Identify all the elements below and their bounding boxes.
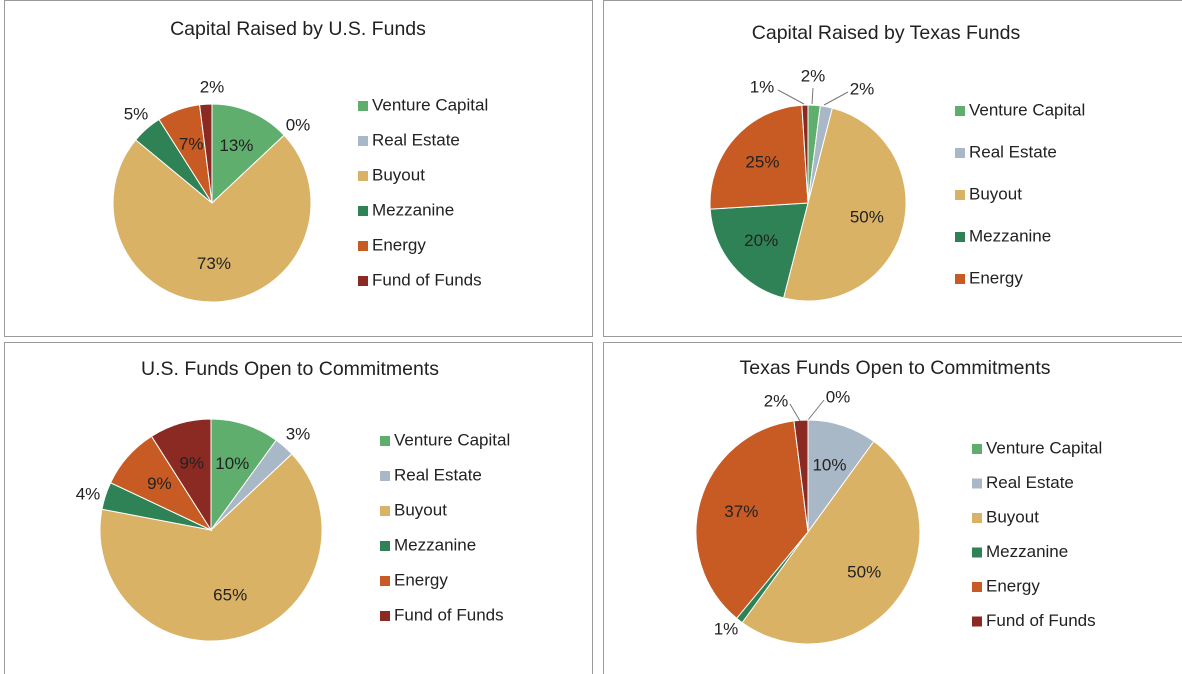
legend-swatch <box>358 136 368 146</box>
data-label: 50% <box>850 208 884 227</box>
chart-title: Capital Raised by U.S. Funds <box>170 18 426 40</box>
data-label: 3% <box>286 424 311 443</box>
data-label: 2% <box>801 66 826 85</box>
pie-slice <box>695 420 809 620</box>
data-label: 5% <box>124 104 149 123</box>
data-label: 1% <box>714 619 739 638</box>
legend-swatch <box>972 616 982 627</box>
data-label: 13% <box>219 136 253 155</box>
data-label: 7% <box>179 135 204 154</box>
legend-swatch <box>972 478 982 489</box>
pie-slice <box>99 453 323 642</box>
legend-swatch <box>955 148 965 158</box>
legend-swatch <box>955 274 965 284</box>
legend-swatch <box>358 276 368 286</box>
data-label: 0% <box>286 115 311 134</box>
data-label: 2% <box>850 79 875 98</box>
leader-line <box>807 399 825 421</box>
data-label: 0% <box>826 387 851 406</box>
legend-swatch <box>358 171 368 181</box>
legend-swatch <box>380 471 390 481</box>
legend-label: Mezzanine <box>372 200 454 219</box>
legend-label: Energy <box>394 570 448 589</box>
legend-swatch <box>972 513 982 523</box>
pie-slice <box>783 107 907 302</box>
legend-swatch <box>380 541 390 551</box>
legend-label: Fund of Funds <box>986 611 1096 630</box>
legend-label: Buyout <box>986 507 1039 526</box>
legend-swatch <box>380 576 390 586</box>
legend-label: Buyout <box>372 165 425 184</box>
legend-label: Buyout <box>394 500 447 519</box>
pie-slice <box>709 202 809 299</box>
data-label: 73% <box>197 254 231 273</box>
leader-line <box>789 403 801 422</box>
legend-swatch <box>972 582 982 592</box>
legend-label: Real Estate <box>394 465 482 484</box>
pie-slice <box>199 103 213 204</box>
data-label: 2% <box>764 391 789 410</box>
legend-label: Fund of Funds <box>372 270 482 289</box>
legend-swatch <box>358 241 368 251</box>
legend-label: Real Estate <box>372 130 460 149</box>
data-label: 10% <box>215 454 249 473</box>
pie-slice <box>709 104 809 210</box>
data-label: 9% <box>147 474 172 493</box>
pie-slice <box>793 419 809 533</box>
leader-line <box>823 91 849 106</box>
data-label: 9% <box>180 453 205 472</box>
chart-title: Texas Funds Open to Commitments <box>739 357 1050 379</box>
legend-swatch <box>955 106 965 116</box>
pie-slice <box>112 134 312 303</box>
legend-label: Energy <box>372 235 426 254</box>
data-label: 20% <box>744 231 778 250</box>
pie-slice <box>211 103 285 205</box>
leader-line <box>777 89 805 105</box>
pie-slice <box>150 418 212 532</box>
legend-label: Mezzanine <box>394 535 476 554</box>
legend-swatch <box>358 206 368 216</box>
legend-swatch <box>380 436 390 446</box>
data-label: 1% <box>750 77 775 96</box>
legend-label: Fund of Funds <box>394 605 504 624</box>
legend-label: Energy <box>986 576 1040 595</box>
pie-slice <box>741 440 921 645</box>
legend-label: Energy <box>969 268 1023 287</box>
legend-label: Mezzanine <box>986 542 1068 561</box>
data-label: 37% <box>724 502 758 521</box>
legend-swatch <box>380 506 390 516</box>
data-label: 2% <box>200 77 225 96</box>
chart-title: Capital Raised by Texas Funds <box>752 22 1021 44</box>
legend-swatch <box>972 444 982 454</box>
legend-swatch <box>955 190 965 200</box>
legend-label: Venture Capital <box>986 438 1102 457</box>
legend-label: Venture Capital <box>969 100 1085 119</box>
chart-title: U.S. Funds Open to Commitments <box>141 358 439 380</box>
legend-swatch <box>955 232 965 242</box>
legend-label: Buyout <box>969 184 1022 203</box>
legend-swatch <box>358 101 368 111</box>
legend-swatch <box>972 547 982 558</box>
data-label: 50% <box>847 562 881 581</box>
legend-label: Venture Capital <box>394 430 510 449</box>
legend-label: Real Estate <box>986 473 1074 492</box>
leader-line <box>811 87 814 105</box>
legend-label: Mezzanine <box>969 226 1051 245</box>
data-label: 25% <box>745 152 779 171</box>
data-label: 4% <box>76 484 101 503</box>
legend-label: Venture Capital <box>372 95 488 114</box>
data-label: 10% <box>812 455 846 474</box>
pie-slice <box>801 104 809 204</box>
legend-label: Real Estate <box>969 142 1057 161</box>
data-label: 65% <box>213 586 247 605</box>
legend-swatch <box>380 611 390 621</box>
